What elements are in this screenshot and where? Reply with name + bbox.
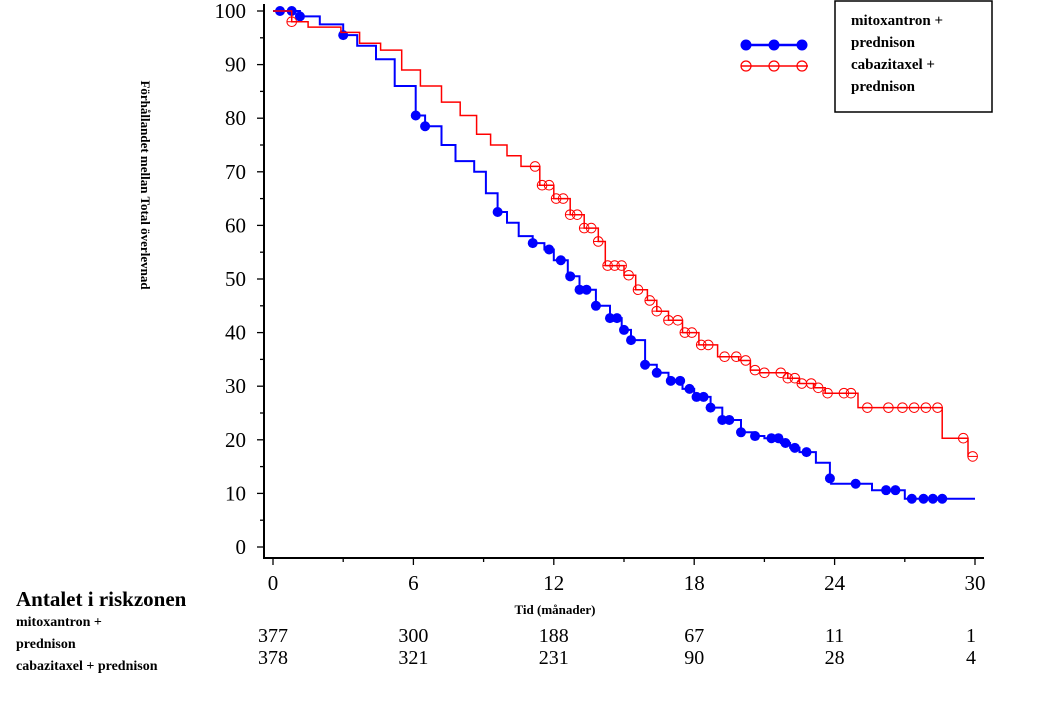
- censor-mark: [684, 383, 695, 394]
- censor-mark: [789, 442, 800, 453]
- censor-mark: [801, 447, 812, 458]
- censor-mark: [698, 391, 709, 402]
- risk-count: 67: [684, 625, 704, 647]
- censor-mark: [492, 207, 503, 217]
- censor-mark: [619, 324, 629, 335]
- censor-mark: [544, 244, 555, 255]
- x-axis-ticks: 0 6 12 18 24 30: [268, 558, 986, 595]
- censor-mark: [773, 433, 784, 444]
- risk-count: 321: [398, 647, 428, 669]
- censor-mark: [937, 493, 948, 504]
- risk-count: 4: [966, 647, 976, 669]
- y-tick-label: 0: [236, 535, 247, 559]
- censor-mark: [581, 284, 592, 295]
- y-tick-label: 60: [225, 213, 246, 237]
- legend-marker-mitoxantron: [740, 39, 808, 51]
- series-mitoxantron: [273, 6, 975, 504]
- censor-mark: [527, 238, 538, 249]
- censor-mark: [766, 433, 777, 444]
- censor-mark: [651, 367, 662, 378]
- censor-mark: [611, 313, 622, 324]
- censor-mark: [705, 402, 716, 413]
- risk-count: 231: [539, 647, 569, 669]
- legend-line-1: mitoxantron +: [851, 13, 943, 29]
- censor-mark: [881, 485, 892, 496]
- risk-count: 377: [258, 625, 288, 647]
- censor-mark: [717, 414, 728, 425]
- censor-mark: [574, 284, 585, 295]
- series-cabazitaxel: [273, 10, 978, 462]
- legend-box: [834, 0, 993, 113]
- censor-mark: [691, 391, 702, 402]
- legend: mitoxantron + prednison cabazitaxel + pr…: [740, 0, 993, 113]
- censor-mark: [724, 414, 735, 425]
- censor-mark: [736, 427, 746, 438]
- risk-count: 1: [966, 625, 976, 647]
- censor-mark: [590, 300, 601, 311]
- x-tick-label: 30: [965, 571, 986, 595]
- risk-row-2-name: cabazitaxel + prednison: [16, 659, 158, 674]
- censor-mark: [410, 110, 421, 121]
- risk-count: 90: [684, 647, 704, 669]
- legend-line-2: prednison: [851, 35, 916, 51]
- x-tick-label: 18: [684, 571, 705, 595]
- censor-mark: [906, 493, 917, 504]
- censor-mark: [565, 271, 576, 282]
- risk-count: 28: [825, 647, 845, 669]
- y-tick-label: 100: [215, 0, 247, 23]
- censor-mark: [780, 438, 791, 449]
- risk-count: 300: [398, 625, 428, 647]
- censor-mark: [294, 11, 305, 22]
- y-tick-label: 50: [225, 267, 246, 291]
- censor-mark: [555, 255, 566, 266]
- y-axis-ticks: 0 10 20 30 40 50 60 70 80 90 100: [215, 0, 264, 559]
- y-axis-label: Förhållandet mellan Total överlevnad: [138, 80, 153, 290]
- y-tick-label: 40: [225, 321, 246, 345]
- x-tick-label: 6: [408, 571, 419, 595]
- y-tick-label: 10: [225, 481, 246, 505]
- censor-mark: [824, 473, 835, 484]
- survival-curves: [273, 6, 978, 504]
- y-tick-label: 30: [225, 374, 246, 398]
- censor-mark: [640, 359, 651, 370]
- risk-count: 378: [258, 647, 288, 669]
- risk-row-1-name-line-2: prednison: [16, 637, 76, 652]
- censor-mark: [850, 478, 861, 489]
- y-tick-label: 70: [225, 160, 246, 184]
- y-tick-label: 20: [225, 428, 246, 452]
- censor-mark: [927, 493, 938, 504]
- x-tick-label: 12: [543, 571, 564, 595]
- x-tick-label: 0: [268, 571, 279, 595]
- risk-row-1-name-line-1: mitoxantron +: [16, 615, 102, 630]
- legend-line-3: cabazitaxel +: [851, 57, 935, 73]
- legend-line-4: prednison: [851, 79, 916, 95]
- censor-mark: [338, 30, 349, 41]
- censor-mark: [675, 375, 686, 386]
- censor-mark: [604, 313, 615, 324]
- censor-mark: [918, 493, 929, 504]
- risk-count: 188: [539, 625, 569, 647]
- x-axis-label: Tid (månader): [514, 602, 595, 617]
- y-tick-label: 90: [225, 53, 246, 77]
- censor-mark: [626, 335, 637, 346]
- x-tick-label: 24: [824, 571, 846, 595]
- censor-mark: [420, 121, 431, 132]
- censor-mark: [665, 375, 676, 386]
- censor-mark: [750, 431, 761, 442]
- risk-table: Antalet i riskzonen mitoxantron + predni…: [16, 587, 976, 674]
- risk-count: 11: [825, 625, 844, 647]
- y-tick-label: 80: [225, 106, 246, 130]
- censor-mark: [890, 485, 901, 496]
- legend-marker-cabazitaxel: [740, 60, 808, 72]
- risk-table-title: Antalet i riskzonen: [16, 587, 187, 611]
